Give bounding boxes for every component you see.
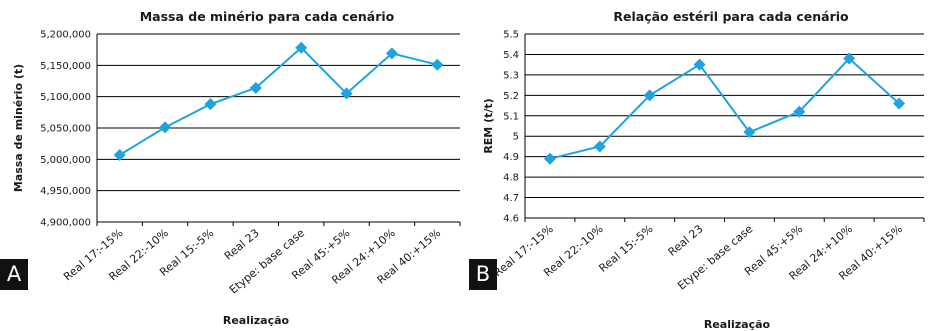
y-tick-label: 4.9: [503, 152, 519, 163]
y-axis-title: Massa de minério (t): [12, 64, 25, 192]
panel-label-a: A: [0, 259, 28, 290]
data-point: [693, 58, 706, 71]
x-tick-label: Real 23: [666, 222, 706, 258]
y-tick-label: 5: [513, 132, 519, 143]
y-tick-label: 5.4: [503, 50, 519, 61]
x-axis-title: Realização: [704, 318, 771, 331]
panel-label-b: B: [469, 259, 497, 290]
y-tick-label: 4,950,000: [40, 186, 91, 197]
chart-b-svg: Relação estéril para cada cenário 4.6 4.7 4…: [482, 9, 925, 331]
data-point: [543, 152, 556, 165]
data-point: [159, 121, 172, 134]
series-line: [549, 57, 900, 160]
data-point: [385, 47, 398, 60]
chart-panel-b: Relação estéril para cada cenário 4.6 4.7 4…: [469, 0, 938, 331]
y-tick-label: 5.2: [503, 91, 519, 102]
x-axis-title: Realização: [223, 314, 290, 327]
y-tick-label: 5,050,000: [40, 124, 91, 135]
data-point: [643, 89, 656, 102]
x-tick-label: Real 15:-5%: [596, 222, 655, 275]
data-point: [249, 81, 262, 94]
data-point: [843, 52, 856, 65]
y-tick-label: 4.7: [503, 193, 519, 204]
y-axis-title: REM (t/t): [482, 98, 495, 153]
data-point: [893, 97, 906, 110]
data-point: [295, 41, 308, 54]
series-line: [119, 46, 438, 156]
data-point: [743, 126, 756, 139]
y-tick-label: 5,000,000: [40, 155, 91, 166]
data-point: [204, 98, 217, 111]
y-tick-label: 5,100,000: [40, 92, 91, 103]
chart-title: Relação estéril para cada cenário: [613, 9, 849, 24]
y-tick-label: 5.3: [503, 70, 519, 81]
data-point: [431, 58, 444, 71]
data-point: [793, 105, 806, 118]
y-tick-label: 4.8: [503, 173, 519, 184]
data-point: [113, 148, 126, 161]
y-tick-label: 5.5: [503, 30, 519, 41]
chart-title: Massa de minério para cada cenário: [140, 9, 395, 24]
y-tick-label: 5,200,000: [40, 30, 91, 41]
y-tick-label: 5,150,000: [40, 61, 91, 72]
y-tick-label: 5.1: [503, 111, 519, 122]
y-tick-label: 4.6: [503, 214, 519, 225]
x-tick-label: Etype: base case: [227, 226, 307, 296]
x-tick-label: Real 23: [222, 226, 262, 262]
y-tick-label: 4,900,000: [40, 218, 91, 229]
chart-a-svg: Massa de minério para cada cenário 4,900,…: [12, 9, 461, 327]
data-point: [593, 140, 606, 153]
chart-panel-a: Massa de minério para cada cenário 4,900,…: [0, 9, 461, 327]
data-point: [340, 87, 353, 100]
